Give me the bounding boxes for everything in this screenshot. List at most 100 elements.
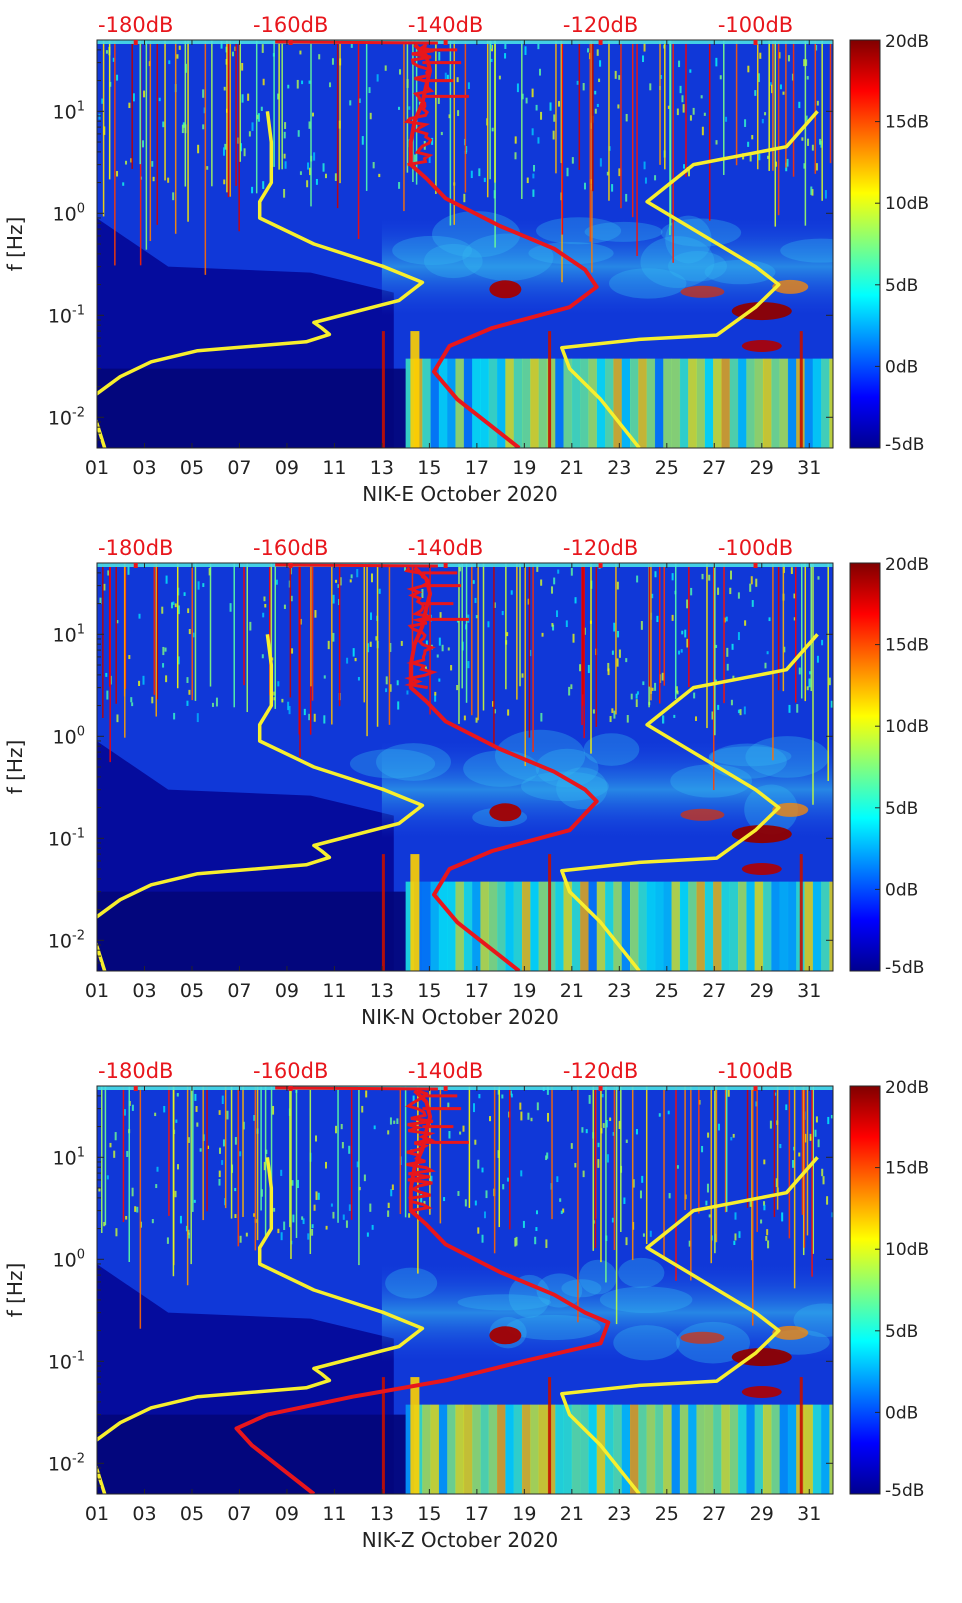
hf-speckle [221,1160,223,1165]
transient-streak [706,563,708,728]
lowfreq-block [588,359,597,448]
transient-streak [615,563,617,714]
top-scale-label: -160dB [253,1059,328,1083]
quiet-zone-lowfreq [97,369,406,448]
y-tick-label: 10-1 [48,303,85,327]
hf-speckle [716,140,718,144]
hf-speckle [531,1118,533,1121]
transient-streak [461,563,463,688]
hf-speckle [731,700,733,705]
lowfreq-block [472,1405,481,1494]
hf-speckle [292,1215,294,1223]
lowfreq-block [497,1405,506,1494]
transient-streak [752,1086,754,1326]
storm-patch [489,1326,521,1344]
hf-speckle [527,178,529,184]
colorbar-label: -5dB [885,958,924,978]
transient-streak [579,40,581,170]
hf-speckle [467,661,469,668]
hf-speckle [517,83,519,92]
hf-speckle [216,698,218,707]
hf-speckle [484,1211,486,1218]
hf-speckle [438,52,440,61]
transient-streak [471,563,473,715]
hf-speckle [165,675,167,682]
transient-streak [233,563,235,707]
x-tick-label: 31 [797,457,821,479]
transient-streak [620,40,622,208]
x-tick-label: 09 [275,980,299,1002]
transient-streak [440,1086,442,1223]
lowfreq-block [672,359,681,448]
top-scale-tick [134,40,138,45]
hf-speckle [122,182,124,185]
top-scale-label: -140dB [408,1059,483,1083]
hf-speckle [189,629,191,634]
hf-speckle [733,1241,735,1245]
hf-speckle [196,1122,198,1126]
hf-speckle [827,1117,829,1124]
x-tick-label: 25 [655,980,679,1002]
hf-speckle [465,1199,467,1206]
microseism-patch [780,239,861,263]
hf-speckle [537,1102,539,1110]
hf-speckle [681,649,683,652]
x-tick-label: 25 [655,1503,679,1525]
colorbar-label: 0dB [885,880,918,900]
hf-speckle [594,91,596,95]
lowfreq-block [788,882,797,971]
hf-speckle [744,119,746,127]
hf-speckle [398,182,400,189]
microseism-patch [613,1325,680,1360]
hf-speckle [273,1208,275,1212]
transient-streak [351,1086,353,1220]
hf-speckle [249,622,251,631]
top-scale-label: -180dB [98,1059,173,1083]
hf-speckle [168,60,170,64]
transient-streak [115,563,117,704]
x-tick-label: 29 [750,457,774,479]
hf-speckle [343,1214,345,1219]
hf-speckle [747,142,749,147]
psd-top-segment [275,1088,438,1089]
hf-speckle [443,1197,445,1201]
transient-streak [789,1086,791,1238]
top-scale-tick [444,40,448,45]
hf-speckle [219,1171,221,1177]
lowfreq-block [680,359,689,448]
hf-speckle [567,168,569,176]
transient-streak [377,563,379,727]
hf-speckle [504,53,506,58]
hf-speckle [251,187,253,193]
hf-speckle [301,81,303,85]
hf-speckle [264,604,266,608]
transient-streak [616,1086,618,1324]
hf-speckle [617,104,619,108]
hf-speckle [133,93,135,101]
event-line [410,854,419,971]
transient-streak [519,563,521,686]
transient-streak [590,40,592,242]
hf-speckle [597,49,599,56]
hf-speckle [387,1210,389,1216]
transient-streak [238,1086,240,1246]
hf-speckle [623,1197,625,1203]
event-line [548,1377,551,1494]
hf-speckle [385,688,387,692]
hf-speckle [387,1130,389,1134]
transient-streak [337,40,339,208]
hf-speckle [597,104,599,107]
hf-speckle [106,691,108,700]
hf-speckle [364,1175,366,1182]
lowfreq-block [763,1405,772,1494]
hf-speckle [476,718,478,723]
transient-streak [192,563,194,700]
hf-speckle [654,571,656,577]
transient-streak [403,40,405,211]
lowfreq-block [630,882,639,971]
top-scale-label: -100dB [718,536,793,560]
x-tick-label: 09 [275,457,299,479]
transient-streak [807,1086,809,1235]
lowfreq-block [713,359,722,448]
hf-speckle [593,709,595,713]
